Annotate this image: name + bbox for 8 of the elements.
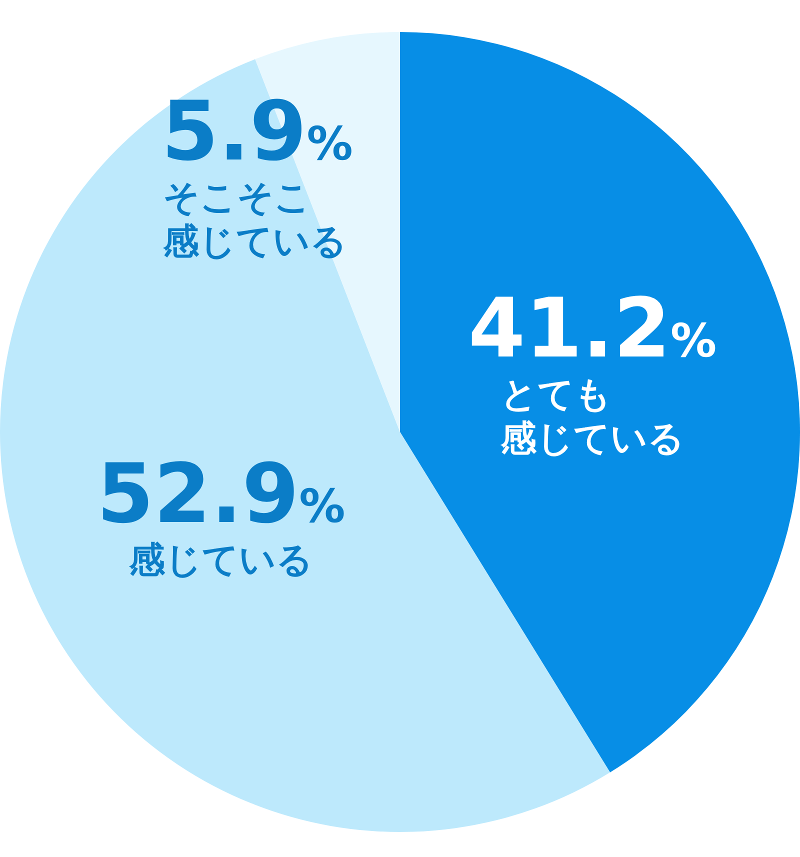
- slice-label: とても感じている: [499, 374, 684, 460]
- slice-label: 感じている: [162, 221, 347, 262]
- data-label: 5.9%: [161, 84, 353, 180]
- category-label: そこそこ: [162, 177, 311, 218]
- data-label: 41.2%: [468, 281, 717, 376]
- slice-label: 感じている: [128, 540, 313, 582]
- data-label: 52.9%: [96, 447, 346, 542]
- pie-slice: [400, 32, 800, 772]
